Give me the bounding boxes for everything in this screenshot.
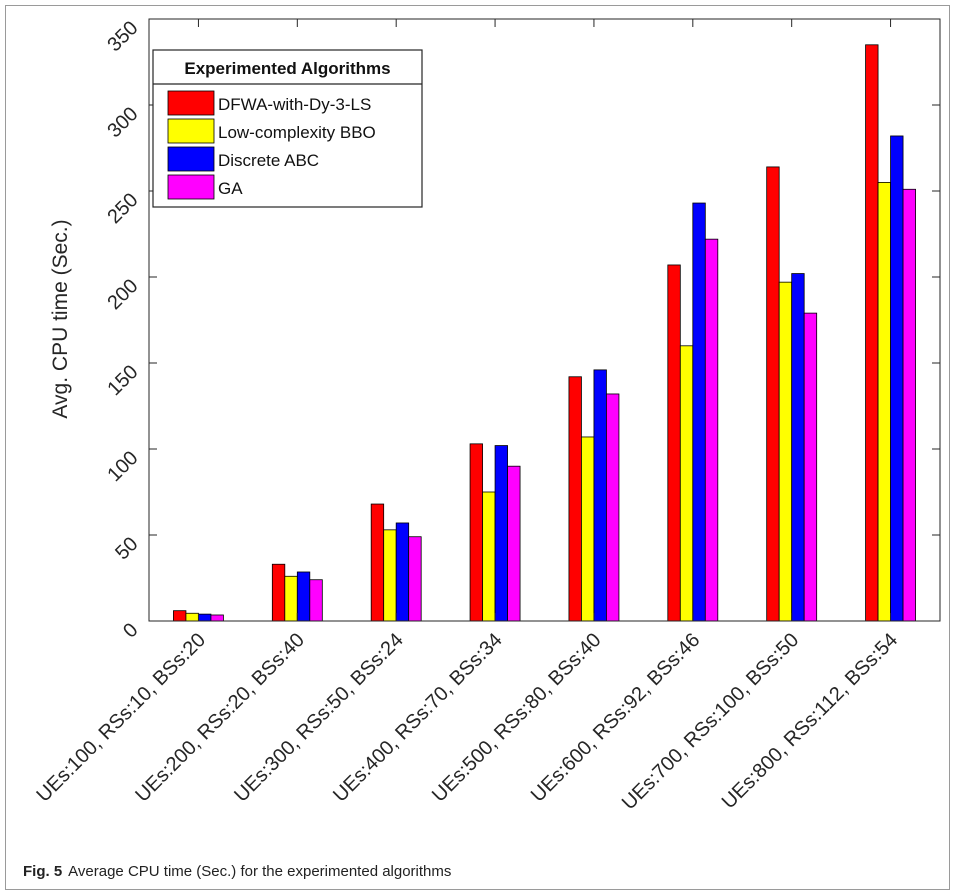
plot-area-border <box>148 18 941 622</box>
bar-1-3 <box>370 503 385 622</box>
legend-label-1: DFWA-with-Dy-3-LS <box>218 95 371 114</box>
legend-swatch-1 <box>167 90 215 116</box>
bar-3-5 <box>593 369 607 622</box>
bar-3-3 <box>395 522 410 622</box>
bar-3-2 <box>296 571 311 622</box>
bar-2-6 <box>679 345 694 622</box>
bar-2-3 <box>383 529 397 622</box>
caption-text: Average CPU time (Sec.) for the experime… <box>68 863 452 880</box>
bars-group <box>173 44 916 622</box>
y-tick-label: 150 <box>103 361 142 400</box>
bar-4-2 <box>309 579 323 622</box>
x-tick-label: UEs:500, RSs:80, BSs:40 <box>428 629 605 806</box>
y-tick-label: 0 <box>119 619 142 642</box>
bar-3-6 <box>692 202 706 622</box>
bar-3-1 <box>198 613 212 622</box>
x-tick-label: UEs:400, RSs:70, BSs:34 <box>329 629 506 806</box>
legend-label-4: GA <box>218 179 243 198</box>
y-axis-label: Avg. CPU time (Sec.) <box>49 219 72 418</box>
bar-2-7 <box>778 281 793 622</box>
y-tick-label: 350 <box>103 17 142 56</box>
figure-frame: 0 50 100 150 200 250 300 350 UEs:100, RSs:10, BS… <box>5 5 950 890</box>
legend: Experimented Algorithms DFWA-with-Dy-3-LS… <box>152 49 423 208</box>
legend-label-3: Discrete ABC <box>218 151 319 170</box>
y-tick-label: 50 <box>111 533 142 564</box>
bar-1-6 <box>667 264 681 622</box>
y-tick-label: 200 <box>103 275 142 314</box>
x-tick-label: UEs:100, RSs:10, BSs:20 <box>32 629 209 806</box>
bar-1-8 <box>865 44 879 622</box>
bar-4-3 <box>408 536 422 622</box>
x-tick-label: UEs:600, RSs:92, BSs:46 <box>527 629 704 806</box>
bar-4-4 <box>507 465 521 622</box>
legend-label-2: Low-complexity BBO <box>218 123 376 142</box>
x-tick-label: UEs:200, RSs:20, BSs:40 <box>131 629 308 806</box>
y-tick-label: 300 <box>103 103 142 142</box>
bar-1-1 <box>173 610 187 622</box>
bar-2-1 <box>185 612 199 622</box>
bar-3-7 <box>791 273 805 622</box>
bar-chart: 0 50 100 150 200 250 300 350 UEs:100, RSs:10, BS… <box>32 17 941 814</box>
bar-2-8 <box>877 181 891 622</box>
bar-1-4 <box>469 443 483 622</box>
caption-label: Fig. 5 <box>23 863 63 880</box>
bar-4-1 <box>210 614 224 622</box>
legend-swatch-4 <box>167 174 215 200</box>
x-tick-label: UEs:800, RSs:112, BSs:54 <box>718 629 902 813</box>
bar-4-7 <box>803 312 818 622</box>
legend-swatch-2 <box>167 118 215 144</box>
bar-2-4 <box>482 491 496 622</box>
bar-4-6 <box>704 238 719 622</box>
legend-swatch-3 <box>167 146 215 172</box>
figure-caption: Fig. 5 Average CPU time (Sec.) for the ex… <box>23 863 451 880</box>
legend-title: Experimented Algorithms <box>184 59 390 78</box>
bar-1-2 <box>271 563 286 622</box>
y-tick-label: 100 <box>103 447 142 486</box>
bar-4-8 <box>902 188 916 622</box>
y-tick-label: 250 <box>103 189 142 228</box>
bar-3-8 <box>890 135 904 622</box>
bar-1-5 <box>568 376 582 622</box>
bar-3-4 <box>494 445 508 622</box>
bar-2-2 <box>284 575 298 622</box>
x-tick-label: UEs:700, RSs:100, BSs:50 <box>618 629 803 814</box>
bar-1-7 <box>766 166 780 622</box>
bar-2-5 <box>581 436 595 622</box>
bar-4-5 <box>606 393 620 622</box>
x-tick-label: UEs:300, RSs:50, BSs:24 <box>230 629 407 806</box>
